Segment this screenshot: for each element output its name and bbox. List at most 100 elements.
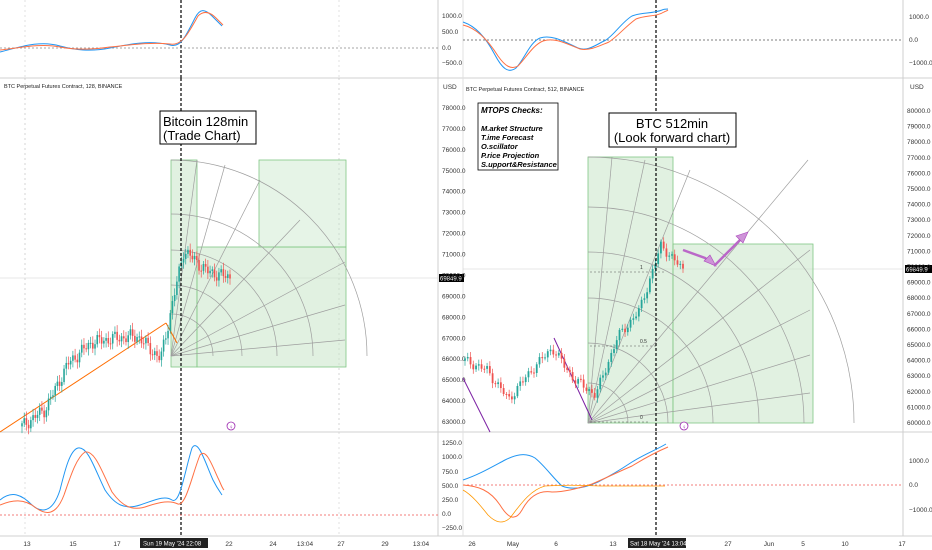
middle-top-osc-tick: −500.0 xyxy=(442,60,462,67)
candle-body xyxy=(149,343,152,355)
candle-body xyxy=(229,274,231,279)
middle-price-tick: 75000.0 xyxy=(442,168,466,175)
candle-body xyxy=(486,366,488,369)
candle-body xyxy=(215,277,218,281)
candle-body xyxy=(682,263,684,269)
candle-body xyxy=(524,377,527,383)
right-price-tick: 73000.0 xyxy=(907,217,931,224)
candle-body xyxy=(189,249,191,256)
right-price-tick: 78000.0 xyxy=(907,139,931,146)
right-price-axis: USD 69849.9 80000.0 79000.0 78000.0 77000.0… xyxy=(905,14,932,514)
candle-body xyxy=(32,415,34,421)
candle-body xyxy=(538,357,541,365)
right-event-marker[interactable] xyxy=(679,421,689,431)
candle-body xyxy=(76,359,79,363)
left-event-marker[interactable] xyxy=(226,421,236,431)
candle-body xyxy=(74,355,76,360)
right-top-osc-tick: 1000.0 xyxy=(909,14,929,21)
candle-body xyxy=(585,387,588,391)
right-time-label: 6 xyxy=(554,541,558,548)
candle-body xyxy=(508,394,511,397)
right-price-tick: 68000.0 xyxy=(907,295,931,302)
candle-body xyxy=(220,269,222,273)
candle-body xyxy=(546,351,549,358)
candle-body xyxy=(169,313,172,331)
candle-body xyxy=(209,270,211,274)
candle-body xyxy=(632,318,635,320)
candle-body xyxy=(162,339,165,352)
candle-body xyxy=(676,260,679,265)
candle-body xyxy=(182,258,185,263)
middle-price-tick: 71000.0 xyxy=(442,252,466,259)
candle-body xyxy=(127,335,130,343)
candle-body xyxy=(198,260,200,271)
candle-body xyxy=(665,248,668,257)
middle-price-tick: 69000.0 xyxy=(442,293,466,300)
candle-body xyxy=(563,358,566,368)
candle-body xyxy=(116,331,118,340)
candle-body xyxy=(472,364,475,370)
middle-price-tick: 74000.0 xyxy=(442,189,466,196)
candle-body xyxy=(483,368,486,370)
left-time-label: 13: xyxy=(142,541,151,548)
candle-body xyxy=(660,241,662,254)
candle-body xyxy=(131,329,134,336)
fib-label-1: 1 xyxy=(640,265,643,271)
candle-body xyxy=(202,264,205,271)
middle-price-tick: 73000.0 xyxy=(442,210,466,217)
right-time-label: May xyxy=(507,541,520,548)
left-time-label: 15 xyxy=(69,541,77,548)
candle-body xyxy=(480,364,483,369)
right-price-tick: 75000.0 xyxy=(907,186,931,193)
candle-body xyxy=(499,382,502,389)
candle-body xyxy=(516,385,519,397)
candle-body xyxy=(92,342,94,349)
candle-body xyxy=(140,336,143,344)
candle-body xyxy=(588,389,591,391)
right-top-osc-tick: −1000.0 xyxy=(909,60,932,67)
candle-body xyxy=(657,253,660,264)
right-bottom-osc-tick: 0.0 xyxy=(909,482,918,489)
right-price-tick: 64000.0 xyxy=(907,358,931,365)
mtops-box: MTOPS Checks: M.arket Structure T.ime Fo… xyxy=(477,102,559,171)
candle-body xyxy=(226,274,229,278)
right-price-badge: 69849.9 xyxy=(906,268,928,274)
candle-body xyxy=(125,338,127,343)
middle-price-tick: 67000.0 xyxy=(442,335,466,342)
candle-body xyxy=(196,255,198,261)
candle-body xyxy=(643,298,646,300)
right-price-pane: 1 0.5 0 BTC Perpetual Futures Contract, … xyxy=(462,78,903,433)
candle-body xyxy=(23,418,26,424)
candle-body xyxy=(136,337,138,342)
right-price-badge-bg xyxy=(905,265,932,273)
candle-body xyxy=(535,364,538,373)
right-price-tick: 72000.0 xyxy=(907,233,931,240)
candle-body xyxy=(98,335,101,338)
candle-body xyxy=(511,396,513,400)
right-annotation-line1: BTC 512min xyxy=(636,116,708,131)
candle-body xyxy=(673,254,676,261)
candle-body xyxy=(167,330,169,339)
mtops-line-5: S.upport&Resistance xyxy=(481,160,557,169)
candle-body xyxy=(646,292,649,299)
candle-body xyxy=(176,281,178,296)
candle-body xyxy=(571,372,574,381)
candle-body xyxy=(668,255,671,257)
candle-body xyxy=(191,255,194,260)
candle-body xyxy=(224,276,227,278)
right-bottom-osc-tick: 1000.0 xyxy=(909,458,929,465)
candle-body xyxy=(604,372,607,376)
candle-body xyxy=(43,410,45,418)
right-price-tick: 76000.0 xyxy=(907,170,931,177)
right-top-osc-tick: 0.0 xyxy=(909,37,918,44)
candle-body xyxy=(621,328,624,330)
middle-top-osc-tick: 500.0 xyxy=(442,29,459,36)
right-time-label: Jun xyxy=(764,541,775,548)
candle-body xyxy=(654,263,657,269)
candle-body xyxy=(497,382,500,385)
right-chart-title: BTC Perpetual Futures Contract, 512, BIN… xyxy=(466,87,585,93)
middle-price-tick: 70000.0 xyxy=(442,272,466,279)
right-price-tick: 62000.0 xyxy=(907,389,931,396)
left-time-label: 24 xyxy=(269,541,277,548)
